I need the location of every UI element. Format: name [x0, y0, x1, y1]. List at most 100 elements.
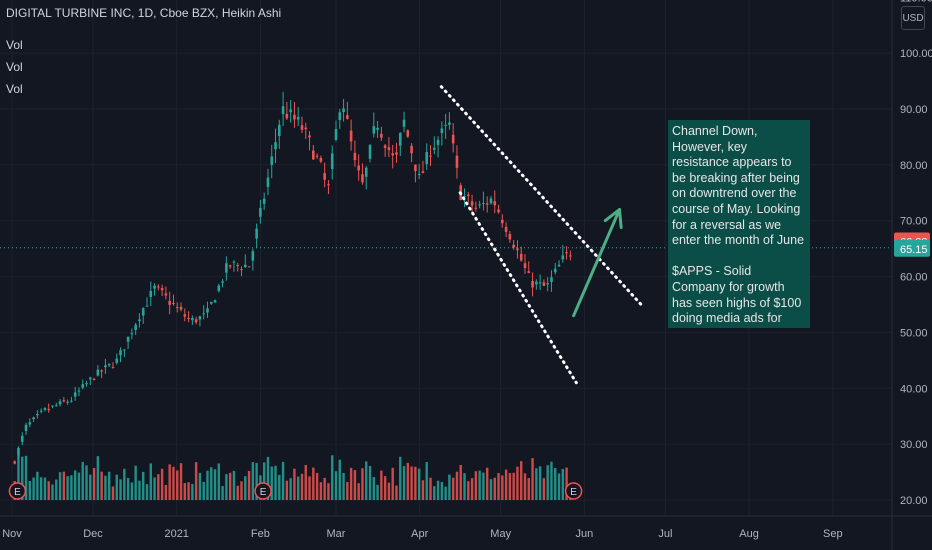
volume-bar — [92, 468, 96, 500]
candle-body — [342, 108, 345, 113]
candle-body — [474, 207, 478, 209]
volume-bar — [157, 474, 160, 500]
annotation-note[interactable]: Channel Down, However, key resistance ap… — [668, 120, 810, 328]
volume-bar — [32, 477, 35, 500]
earnings-marker[interactable] — [254, 482, 272, 500]
candle-body — [429, 155, 432, 157]
volume-bar — [414, 466, 417, 500]
volume-bar — [297, 476, 300, 500]
candle-body — [432, 147, 436, 150]
volume-bar — [482, 472, 485, 500]
candle-body — [289, 109, 292, 113]
volume-bar — [285, 480, 289, 500]
candle-body — [255, 228, 258, 239]
volume-bar — [270, 466, 273, 500]
candle-body — [485, 203, 489, 205]
volume-bar — [508, 473, 512, 500]
y-tick-label: 40.00 — [900, 383, 928, 395]
currency-button[interactable]: USD — [901, 6, 925, 30]
volume-indicator-label[interactable]: Vol — [6, 60, 23, 74]
volume-bar — [100, 471, 103, 500]
y-tick-label: 110.00 — [900, 0, 932, 4]
volume-bar — [436, 480, 440, 500]
candle-body — [191, 317, 194, 321]
volume-bar — [244, 476, 247, 500]
candle-body — [327, 184, 330, 186]
volume-bar — [399, 456, 402, 500]
volume-bar — [372, 477, 375, 500]
volume-bar — [467, 481, 470, 500]
candle-body — [546, 283, 549, 285]
volume-bar — [402, 466, 406, 500]
volume-indicator-label[interactable]: Vol — [6, 82, 23, 96]
candle-body — [417, 173, 421, 175]
x-tick-label: Sep — [823, 528, 843, 540]
candle-body — [300, 125, 304, 130]
channel-line[interactable] — [458, 191, 578, 385]
candle-body — [440, 128, 444, 134]
candle-body — [519, 253, 523, 261]
volume-bar — [21, 456, 24, 500]
volume-bar — [444, 486, 447, 500]
volume-bar — [202, 481, 205, 500]
candle-body — [62, 400, 66, 402]
volume-bar — [361, 468, 364, 500]
candle-body — [308, 135, 311, 138]
candle-body — [410, 145, 413, 154]
trend-arrow[interactable] — [572, 208, 621, 318]
volume-bar — [47, 481, 50, 500]
candle-body — [266, 177, 270, 187]
volume-bar — [228, 472, 232, 500]
volume-bar — [73, 470, 77, 500]
candle-body — [134, 324, 137, 330]
candle-body — [293, 114, 296, 120]
candle-body — [376, 127, 379, 130]
candle-body — [228, 265, 232, 267]
channel-line[interactable] — [439, 85, 643, 306]
trend-arrow-head[interactable] — [603, 208, 623, 229]
candle-body — [39, 410, 43, 412]
y-tick-label: 60.00 — [900, 272, 928, 284]
candle-body — [107, 363, 111, 366]
candle-body — [126, 336, 130, 342]
candle-body — [58, 401, 62, 405]
candle-body — [240, 269, 243, 271]
volume-bar — [338, 459, 341, 500]
volume-bar — [425, 462, 428, 500]
volume-bar — [387, 482, 391, 500]
candle-body — [402, 119, 406, 127]
volume-bar — [319, 482, 323, 500]
volume-bar — [538, 466, 542, 500]
candle-body — [70, 400, 73, 402]
volume-bar — [448, 474, 451, 500]
candle-body — [270, 156, 274, 165]
volume-bar — [179, 463, 183, 500]
volume-bar — [327, 483, 330, 500]
volume-bar — [77, 472, 81, 500]
volume-bar — [119, 479, 122, 500]
volume-indicator-label[interactable]: Vol — [6, 38, 23, 52]
volume-bar — [417, 468, 421, 500]
candle-body — [183, 314, 187, 317]
volume-bar — [312, 467, 315, 500]
volume-bar — [149, 463, 152, 500]
candle-body — [561, 255, 565, 260]
candle-body — [414, 164, 417, 172]
candle-body — [217, 285, 221, 292]
x-tick-label: May — [490, 528, 511, 540]
candle-body — [28, 422, 32, 425]
volume-bar — [455, 471, 459, 500]
volume-bar — [531, 458, 534, 500]
volume-bar — [501, 475, 504, 500]
candle-body — [334, 129, 338, 140]
volume-bar — [89, 474, 92, 500]
candle-body — [160, 288, 164, 291]
volume-bar — [236, 485, 239, 500]
earnings-marker[interactable] — [564, 482, 583, 500]
volume-bar — [115, 474, 118, 500]
earnings-marker[interactable] — [8, 482, 27, 500]
candle-body — [285, 113, 289, 119]
candle-body — [451, 134, 455, 144]
candle-body — [236, 265, 240, 267]
volume-bar — [353, 470, 357, 500]
